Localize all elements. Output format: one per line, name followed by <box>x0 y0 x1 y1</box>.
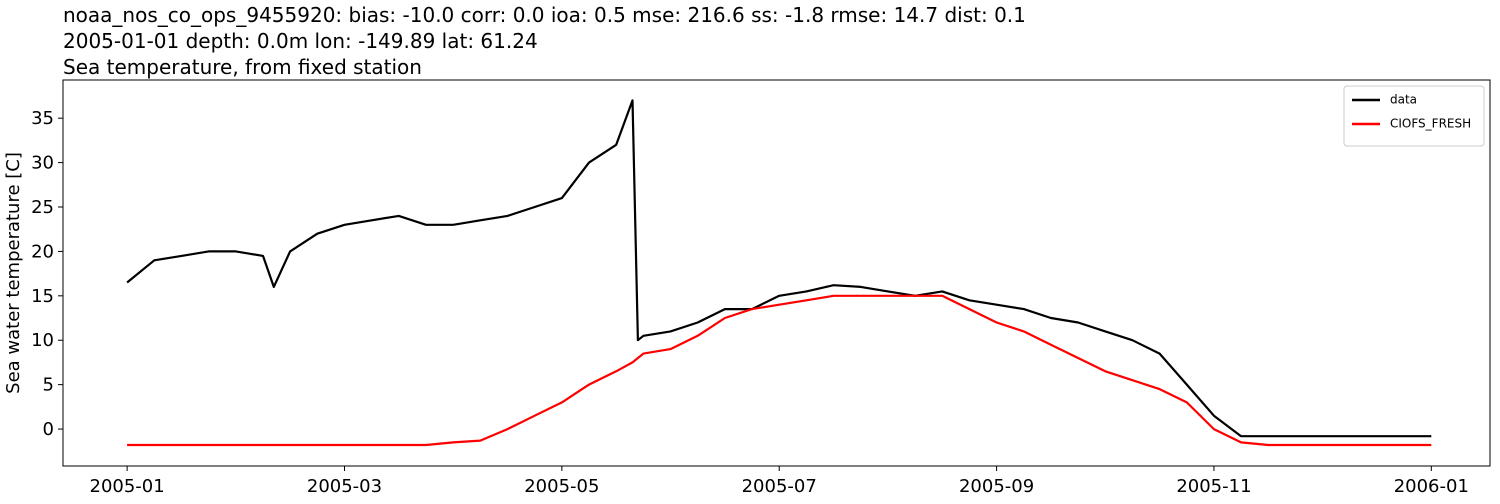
data-line <box>127 294 1432 447</box>
y-tick-label: 20 <box>31 241 54 262</box>
legend-label: CIOFS_FRESH <box>1390 117 1471 131</box>
chart-subtitle: Sea temperature, from fixed station <box>63 55 422 79</box>
x-tick-label: 2005-09 <box>959 476 1034 497</box>
legend-label: data <box>1390 93 1417 107</box>
data-line <box>126 99 1432 438</box>
chart-subtitle: 2005-01-01 depth: 0.0m lon: -149.89 lat:… <box>63 29 538 53</box>
chart-title: noaa_nos_co_ops_9455920: bias: -10.0 cor… <box>63 3 1026 27</box>
x-tick-label: 2005-03 <box>307 476 382 497</box>
y-axis-label: Sea water temperature [C] <box>3 152 24 394</box>
plot-frame <box>62 79 1491 467</box>
x-tick-label: 2005-01 <box>90 476 165 497</box>
y-tick-label: 15 <box>31 286 54 307</box>
y-tick-label: 35 <box>31 108 54 129</box>
y-tick-label: 5 <box>43 375 54 396</box>
y-tick-label: 10 <box>31 330 54 351</box>
x-tick-label: 2005-11 <box>1176 476 1251 497</box>
x-tick-label: 2005-05 <box>524 476 599 497</box>
y-tick-label: 30 <box>31 153 54 174</box>
x-tick-label: 2005-07 <box>742 476 817 497</box>
y-tick-label: 0 <box>43 419 54 440</box>
y-tick-label: 25 <box>31 197 54 218</box>
x-tick-label: 2006-01 <box>1394 476 1469 497</box>
